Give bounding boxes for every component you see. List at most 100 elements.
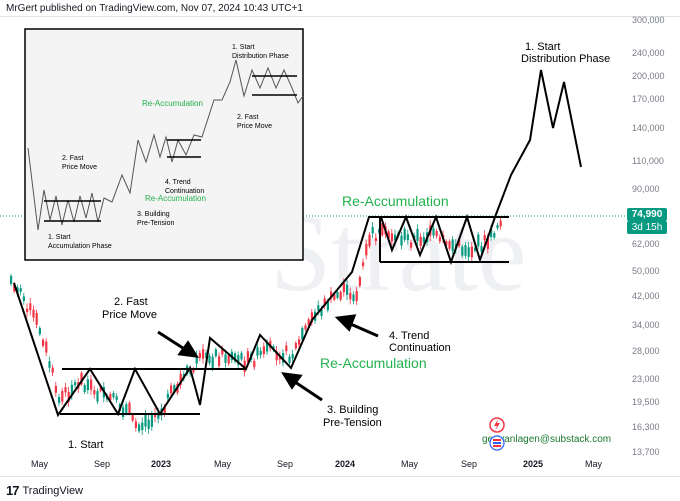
price-label: 240,000 [632, 48, 665, 58]
candle-body [438, 236, 441, 242]
candle-body [166, 393, 169, 399]
candle-body [109, 394, 112, 401]
candle-body [301, 328, 304, 340]
lightning-icon[interactable] [489, 417, 505, 433]
time-label: May [31, 459, 49, 469]
label-reaccum-lower: Re-Accumulation [320, 355, 427, 371]
candle-body [208, 355, 211, 364]
candle-body [371, 226, 374, 234]
label-fast-move-2: Price Move [102, 309, 157, 321]
header-divider [0, 16, 680, 17]
inset-schematic: 1. Start Accumulation Phase 2. Fast Pric… [24, 28, 304, 261]
candle-body [154, 413, 157, 417]
candle-body [86, 379, 89, 391]
candle-body [26, 308, 29, 313]
chart-area[interactable]: 300,000 240,000 200,000 170,000 140,000 … [0, 16, 680, 476]
candle-body [467, 247, 470, 257]
candle-body [246, 351, 249, 363]
candle-body [42, 339, 45, 346]
footer: 17 TradingView [0, 476, 680, 501]
candle-body [390, 233, 393, 242]
candle-body [490, 229, 493, 238]
candle-body [323, 298, 326, 306]
price-label: 170,000 [632, 94, 665, 104]
candle-body [400, 235, 403, 246]
time-label: Sep [461, 459, 477, 469]
candle-body [144, 414, 147, 427]
candle-body [464, 244, 467, 256]
candle-body [83, 385, 86, 393]
candle-body [157, 412, 160, 419]
candle-body [227, 355, 230, 364]
candle-body [474, 247, 477, 251]
candle-body [141, 422, 144, 430]
candle-body [355, 290, 358, 302]
candle-body [483, 234, 486, 240]
candle-body [202, 349, 205, 359]
candle-body [48, 361, 51, 368]
candle-body [96, 390, 99, 402]
candle-body [342, 282, 345, 293]
candle-body [307, 319, 310, 326]
arrow-line [291, 378, 323, 402]
candle-body [45, 341, 48, 353]
candle-body [10, 275, 13, 284]
tradingview-logo-icon: 17 [6, 483, 20, 498]
candle-body [122, 407, 125, 417]
candle-body [317, 305, 320, 311]
candle-body [499, 220, 502, 227]
candle-body [435, 231, 438, 237]
candle-body [326, 300, 329, 311]
flag-icon[interactable] [489, 435, 505, 451]
price-label: 34,000 [632, 320, 660, 330]
candle-body [90, 379, 93, 390]
candle-body [477, 234, 480, 247]
label-start-accumulation: 1. Start [68, 439, 103, 451]
time-label: May [585, 459, 603, 469]
inset-label: Pre-Tension [137, 220, 174, 227]
candle-body [365, 243, 368, 256]
chart-canvas[interactable]: 300,000 240,000 200,000 170,000 140,000 … [0, 16, 680, 476]
price-label: 13,700 [632, 447, 660, 457]
schematic-path [13, 69, 582, 418]
candle-body [93, 390, 96, 395]
candle-body [304, 325, 307, 330]
candle-body [32, 309, 35, 318]
candle-body [131, 414, 134, 421]
candle-body [352, 294, 355, 302]
inset-label: 3. Building [137, 211, 170, 218]
label-trend-2: Continuation [389, 342, 451, 354]
candle-body [432, 228, 435, 236]
inset-label: 1. Start [48, 234, 71, 241]
candle-body [253, 361, 256, 368]
candle-body [237, 355, 240, 365]
candle-body [368, 234, 371, 247]
candle-body [291, 354, 294, 359]
candle-body [288, 356, 291, 363]
candle-body [170, 385, 173, 394]
arrow-line [157, 330, 187, 352]
candle-body [294, 343, 297, 349]
time-label: 2025 [523, 459, 543, 469]
candle-body [381, 223, 384, 236]
candle-body [285, 345, 288, 352]
candle-body [147, 419, 150, 429]
candle-body [416, 228, 419, 241]
candle-body [198, 353, 201, 359]
candle-body [445, 241, 448, 246]
time-label: May [401, 459, 419, 469]
candlestick-series [10, 217, 502, 436]
candle-body [461, 246, 464, 256]
tradingview-logo[interactable]: 17 TradingView [6, 483, 83, 498]
candle-body [394, 234, 397, 241]
candle-body [269, 340, 272, 349]
candle-body [419, 236, 422, 247]
candle-body [128, 402, 131, 414]
substack-link[interactable]: gertvanlagen@substack.com [482, 434, 611, 445]
label-fast-move-1: 2. Fast [114, 296, 148, 308]
candle-body [275, 351, 278, 361]
candle-body [403, 228, 406, 240]
inset-label: Distribution Phase [232, 53, 289, 60]
candle-body [320, 309, 323, 316]
candle-body [349, 292, 352, 300]
